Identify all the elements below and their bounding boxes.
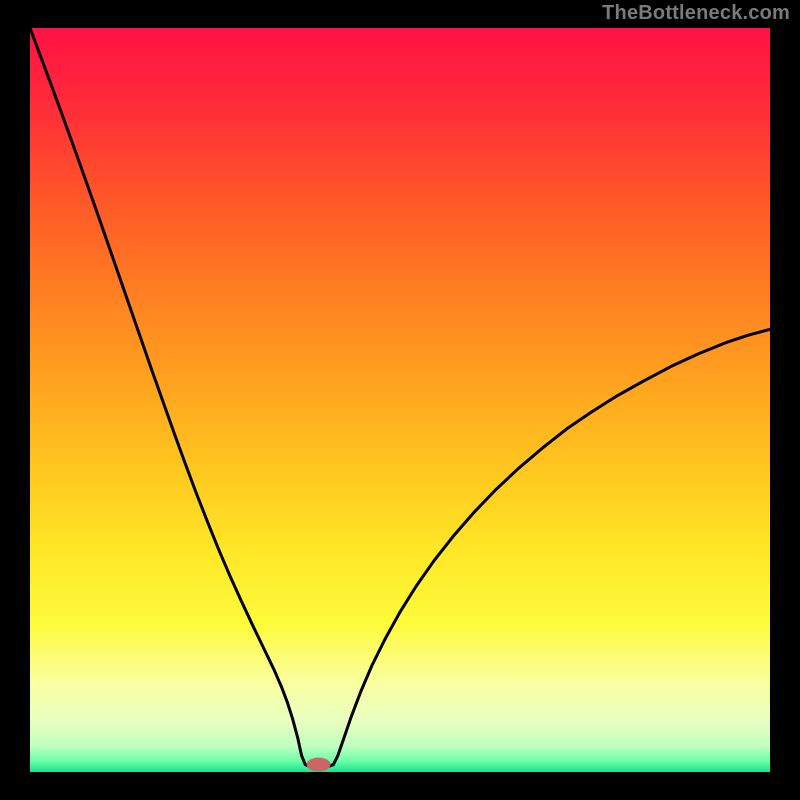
chart-root: TheBottleneck.com	[0, 0, 800, 800]
optimal-point-marker	[307, 758, 331, 772]
bottleneck-chart	[0, 0, 800, 800]
plot-background	[30, 28, 770, 772]
watermark-text: TheBottleneck.com	[602, 2, 790, 25]
